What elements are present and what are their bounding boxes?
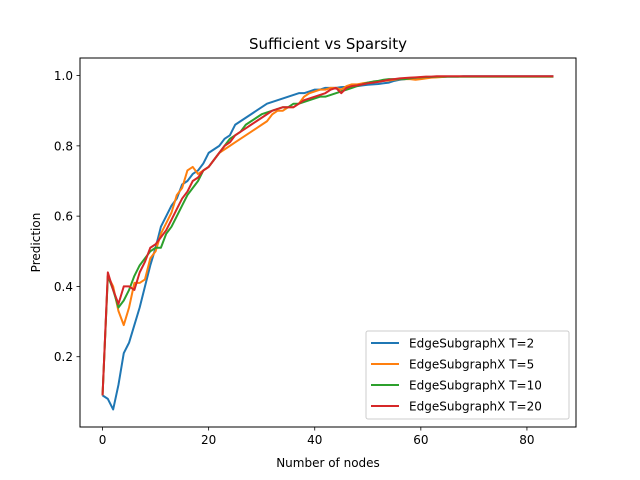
legend: EdgeSubgraphX T=2 EdgeSubgraphX T=5 EdgeSu…: [365, 330, 570, 420]
y-tick-label: 0.4: [54, 280, 73, 294]
chart-title: Sufficient vs Sparsity: [249, 35, 407, 53]
series-layer: [101, 75, 554, 411]
legend-label: EdgeSubgraphX T=5: [409, 358, 534, 372]
y-tick-label: 0.2: [54, 350, 73, 364]
legend-label: EdgeSubgraphX T=20: [409, 400, 542, 414]
x-tick-label: 0: [99, 433, 107, 447]
series-line-4: [101, 75, 554, 396]
x-tick-label: 80: [519, 433, 534, 447]
y-tick-label: 0.8: [54, 139, 73, 153]
x-axis-label: Number of nodes: [276, 456, 380, 470]
legend-label: EdgeSubgraphX T=2: [409, 337, 534, 351]
legend-box: [365, 330, 570, 420]
y-tick-label: 0.6: [54, 210, 73, 224]
y-axis-label: Prediction: [29, 213, 43, 273]
x-tick-label: 60: [413, 433, 428, 447]
legend-label: EdgeSubgraphX T=10: [409, 379, 542, 393]
x-tick-label: 20: [201, 433, 216, 447]
y-tick-label: 1.0: [54, 69, 73, 83]
x-tick-label: 40: [307, 433, 322, 447]
y-axis: 0.2 0.4 0.6 0.8 1.0: [54, 69, 80, 364]
plot-frame: [79, 57, 577, 428]
x-axis: 0 20 40 60 80: [99, 427, 535, 447]
